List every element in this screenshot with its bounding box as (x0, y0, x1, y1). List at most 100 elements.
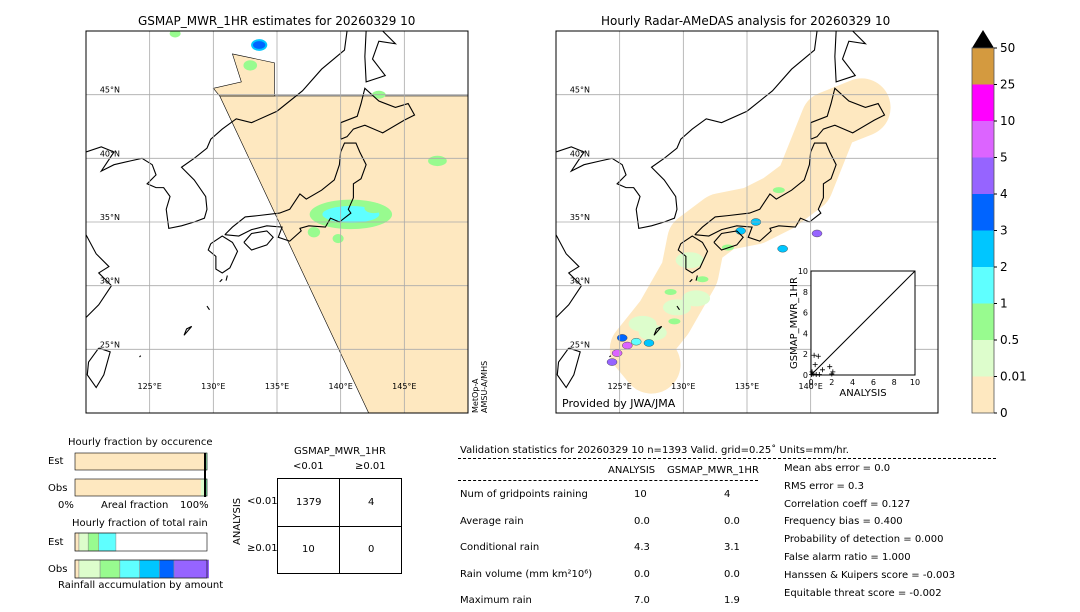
coastline (677, 235, 709, 274)
rain-patch (332, 234, 344, 244)
coastline (556, 347, 581, 389)
coastline (183, 325, 193, 336)
rain-patch (606, 358, 618, 366)
scatter-point (809, 371, 815, 377)
colorbar-label: 0.5 (1000, 333, 1019, 347)
rain-patch-green (664, 289, 677, 296)
col-gsmap: GSMAP_MWR_1HR (667, 465, 759, 476)
y-tick-label: 10 (798, 267, 808, 276)
stats-header: Validation statistics for 20260329 10 n=… (460, 445, 849, 456)
bar-frame (74, 452, 208, 471)
colorbar-label: 4 (1000, 187, 1008, 201)
coastline (86, 234, 113, 318)
lat-tick-label: 35°N (100, 213, 120, 222)
total-rain-bars (74, 532, 209, 579)
right-map: 45°N 40°N 35°N 30°N 25°N 125°E 130°E 135°E 140°E… (555, 30, 939, 414)
coastline (694, 142, 837, 242)
right-map-title: Hourly Radar-AMeDAS analysis for 2026032… (601, 14, 891, 28)
coastline (834, 31, 867, 83)
fraction-segment-obs (205, 479, 207, 496)
lat-tick-label: 35°N (570, 213, 590, 222)
rain-patch (811, 229, 823, 238)
colorbar-label: 3 (1000, 224, 1008, 238)
coastline (224, 142, 367, 242)
scatter-point (827, 364, 833, 370)
stat-gsmap: 0.0 (724, 515, 740, 527)
lon-tick-label: 145°E (392, 382, 416, 391)
score-line: Probability of detection = 0.000 (784, 534, 944, 546)
x-max-label: 100% (180, 500, 209, 511)
map-layer (86, 31, 468, 413)
coastline (225, 275, 228, 281)
lon-tick-label: 130°E (201, 382, 225, 391)
accumulation-label: Rainfall accumulation by amount (58, 580, 224, 591)
satellite-swath-north (212, 53, 275, 97)
row-label-ge: ≥0.01 (247, 543, 278, 554)
x-tick-label: 4 (850, 378, 855, 387)
bar-frame (74, 478, 208, 497)
x-tick-label: 8 (892, 378, 897, 387)
lon-tick-label: 135°E (735, 382, 759, 391)
scatter-point (815, 353, 821, 359)
fraction-segment-est (98, 532, 117, 552)
lon-tick-label: 125°E (608, 382, 632, 391)
x-tick-label: 10 (910, 378, 920, 387)
areal-fraction-label: Areal fraction (101, 500, 169, 511)
contingency-table: 1379 4 10 0 (277, 478, 402, 574)
lat-tick-label: 30°N (570, 277, 590, 286)
lon-tick-label: 140°E (799, 382, 823, 391)
score-line: Correlation coeff = 0.127 (784, 498, 911, 510)
est-label: Est (48, 456, 64, 467)
x-min-label: 0% (58, 500, 74, 511)
row-title: ANALYSIS (232, 497, 243, 545)
map-frame (555, 30, 939, 414)
fraction-segment-obs (201, 479, 206, 496)
cell-hit-nn: 1379 (296, 497, 322, 508)
col-label-lt: <0.01 (293, 461, 324, 472)
fraction-segment-obs (78, 559, 101, 579)
coastline (689, 278, 693, 283)
credit-label: Provided by JWA/JMA (562, 397, 676, 410)
bar-end-marker (204, 453, 206, 497)
lat-tick-label: 25°N (570, 340, 590, 349)
score-line: Mean abs error = 0.0 (784, 463, 891, 474)
colorbar-label: 0 (1000, 406, 1008, 420)
scatter-point (829, 371, 835, 377)
rain-patch (307, 227, 321, 238)
lat-tick-label: 30°N (100, 277, 120, 286)
left-map-title: GSMAP_MWR_1HR estimates for 20260329 10 (138, 14, 416, 28)
scatter-point (819, 367, 825, 373)
rain-patch-green (772, 187, 785, 194)
row-label-lt: <0.01 (247, 496, 278, 507)
cell-miss: 10 (302, 544, 315, 555)
lat-tick-label: 40°N (570, 149, 590, 158)
rain-patch-light (662, 299, 691, 316)
fraction-segment-obs (119, 559, 140, 579)
lat-tick-label: 45°N (100, 86, 120, 95)
colorbar-segment (972, 230, 994, 267)
fraction-segment-est (78, 532, 89, 552)
colorbar-label: 2 (1000, 260, 1008, 274)
fraction-segment-obs (75, 479, 202, 496)
x-tick-label: 6 (871, 378, 876, 387)
obs-label-2: Obs (48, 564, 68, 575)
rain-patch (631, 337, 642, 346)
rain-patch-light (682, 290, 711, 307)
rain-patch-light (628, 315, 657, 332)
colorbar-label: 50 (1000, 41, 1015, 55)
score-line: Hanssen & Kuipers score = -0.003 (784, 569, 956, 581)
stat-label: Conditional rain (460, 542, 540, 553)
rain-patch (611, 349, 623, 357)
coastline (243, 230, 274, 251)
cell-false-alarm: 4 (368, 497, 375, 508)
scatter-point (816, 371, 822, 377)
stat-analysis: 0.0 (634, 515, 650, 527)
lon-tick-label: 125°E (138, 382, 162, 391)
colorbar: 0 0.01 0.5 1 2 3 4 5 10 25 50 (971, 30, 1027, 420)
colorbar-label: 1 (1000, 297, 1008, 311)
stat-label: Average rain (460, 515, 524, 527)
col-label-ge: ≥0.01 (355, 461, 386, 472)
lat-tick-label: 40°N (100, 149, 120, 158)
colorbar-label: 5 (1000, 151, 1008, 165)
